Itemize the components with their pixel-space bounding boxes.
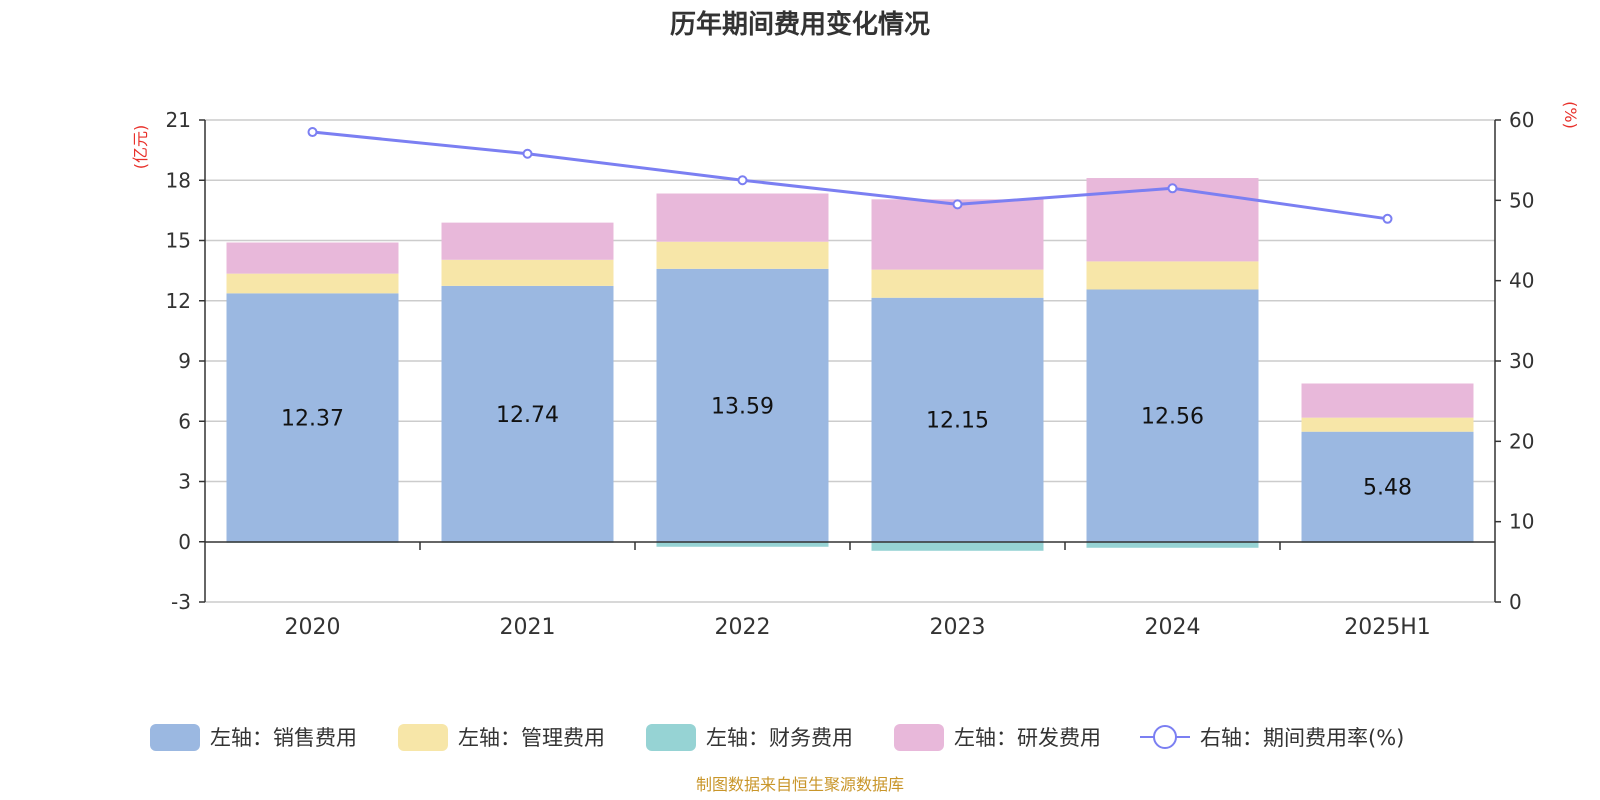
bar-segment: [1301, 431, 1474, 542]
left-axis-tick-label: 3: [178, 470, 191, 494]
data-label: 12.74: [496, 403, 559, 428]
right-axis-tick-label: 0: [1509, 590, 1522, 614]
right-axis-unit: (%): [1561, 101, 1580, 129]
legend-label: 左轴：管理费用: [458, 726, 605, 750]
rate-point: [1167, 183, 1178, 194]
x-axis-tick-label: 2023: [930, 615, 986, 640]
left-axis-unit: (亿元): [131, 125, 150, 170]
left-axis-tick-label: -3: [171, 590, 191, 614]
right-axis-tick-label: 20: [1509, 429, 1534, 453]
legend-point-swatch: [1153, 725, 1177, 749]
x-axis-tick-label: 2020: [285, 615, 341, 640]
rate-point: [307, 127, 318, 138]
legend-label: 左轴：财务费用: [706, 726, 853, 750]
bars: [226, 178, 1474, 551]
rate-line-path: [312, 130, 1388, 221]
bar-segment: [871, 541, 1044, 551]
source-note: 制图数据来自恒生聚源数据库: [696, 775, 904, 794]
legend-label: 左轴：研发费用: [954, 726, 1101, 750]
legend-swatch: [150, 724, 200, 751]
rate-point: [952, 199, 963, 210]
data-label: 12.15: [926, 409, 989, 434]
legend-swatch: [646, 724, 696, 751]
bar-segment: [656, 241, 829, 269]
x-axis-tick-label: 2021: [500, 615, 556, 640]
left-axis-tick-label: 6: [178, 409, 191, 433]
axes: -3 0 3 6 9 12 15 18 21 0 10 20 30 40 50 60 2020 2021 2022 2…: [166, 108, 1535, 640]
bar-segment: [871, 269, 1044, 298]
left-axis-tick-label: 15: [166, 229, 191, 253]
legend-swatch: [398, 724, 448, 751]
right-axis-tick-label: 10: [1509, 510, 1534, 534]
data-label: 5.48: [1363, 476, 1412, 501]
data-labels: 12.37 12.74 13.59 12.15 12.56 5.48: [281, 394, 1412, 500]
left-axis-tick-label: 0: [178, 530, 191, 554]
bar-segment: [1301, 417, 1474, 432]
left-axis-tick-label: 12: [166, 289, 191, 313]
right-axis-tick-label: 60: [1509, 108, 1534, 132]
bar-segment: [441, 285, 614, 542]
bar-segment: [656, 268, 829, 542]
left-axis-tick-label: 9: [178, 349, 191, 373]
bar-segment: [1086, 289, 1259, 542]
rate-point: [1382, 213, 1393, 224]
left-axis-tick-label: 18: [166, 168, 191, 192]
right-axis-tick-label: 40: [1509, 269, 1534, 293]
bar-segment: [1086, 261, 1259, 290]
chart-title: 历年期间费用变化情况: [670, 9, 930, 40]
right-axis-tick-label: 30: [1509, 349, 1534, 373]
bar-segment: [1086, 541, 1259, 548]
rate-line: [307, 127, 1393, 224]
bar-segment: [226, 293, 399, 542]
bar-segment: [656, 193, 829, 242]
bar-segment: [656, 541, 829, 547]
bar-segment: [1301, 383, 1474, 418]
data-label: 13.59: [711, 394, 774, 419]
right-axis-tick-label: 50: [1509, 188, 1534, 212]
grid-lines: [205, 119, 1495, 603]
bar-segment: [441, 222, 614, 260]
bar-segment: [441, 259, 614, 286]
rate-point: [522, 148, 533, 159]
bar-segment: [871, 297, 1044, 542]
data-label: 12.37: [281, 407, 344, 432]
rate-point: [737, 175, 748, 186]
x-axis-tick-label: 2024: [1145, 615, 1201, 640]
legend-label: 右轴：期间费用率(%): [1200, 726, 1404, 750]
data-label: 12.56: [1141, 405, 1204, 430]
x-axis-tick-label: 2022: [715, 615, 771, 640]
legend: 左轴：销售费用 左轴：管理费用 左轴：财务费用 左轴：研发费用 右轴：期间费用率(%): [150, 724, 1404, 751]
bar-segment: [226, 242, 399, 274]
x-axis-tick-label: 2025H1: [1344, 615, 1431, 640]
legend-swatch: [894, 724, 944, 751]
legend-label: 左轴：销售费用: [210, 726, 357, 750]
left-axis-tick-label: 21: [166, 108, 191, 132]
bar-segment: [226, 273, 399, 294]
bar-segment: [871, 199, 1044, 270]
